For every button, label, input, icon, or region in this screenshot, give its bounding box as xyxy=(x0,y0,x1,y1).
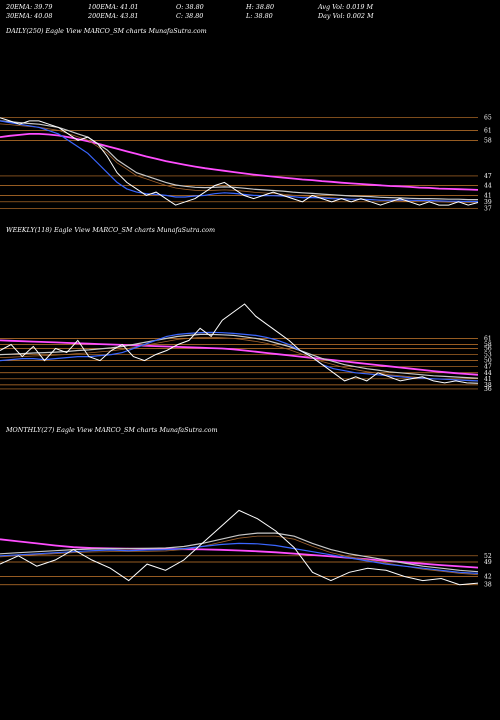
header-row2-item: L: 38.80 xyxy=(246,12,273,20)
y-tick-label: 44 xyxy=(484,183,492,190)
y-tick-label: 38 xyxy=(484,582,492,589)
panel-label-weekly: WEEKLY(118) Eagle View MARCO_SM charts M… xyxy=(6,226,216,234)
y-tick-label: 58 xyxy=(484,341,492,348)
series-line-price xyxy=(0,509,479,586)
y-tick-label: 61 xyxy=(484,335,492,342)
series-line-ema-brown xyxy=(0,535,479,576)
series-line-ema-brown xyxy=(0,123,478,203)
y-tick-label: 37 xyxy=(484,205,492,212)
y-tick-label: 61 xyxy=(484,128,492,135)
header-row1-item: 20EMA: 39.79 xyxy=(6,3,53,11)
y-tick-label: 53 xyxy=(484,352,492,359)
y-tick-label: 44 xyxy=(484,370,492,377)
y-tick-label: 50 xyxy=(484,358,492,365)
header-row2-item: Day Vol: 0.002 M xyxy=(318,12,374,20)
y-tick-label: 36 xyxy=(484,386,492,393)
y-tick-label: 38 xyxy=(484,382,492,389)
panel-label-daily: DAILY(250) Eagle View MARCO_SM charts Mu… xyxy=(6,27,207,35)
y-tick-label: 42 xyxy=(484,573,492,580)
header-row1-item: H: 38.80 xyxy=(246,3,275,11)
header-row1-item: O: 38.80 xyxy=(176,3,204,11)
y-tick-label: 41 xyxy=(484,192,492,199)
y-tick-label: 65 xyxy=(484,115,492,122)
header-row2-item: 30EMA: 40.08 xyxy=(6,12,53,20)
series-line-ema-fast xyxy=(0,120,478,203)
panel-label-monthly: MONTHLY(27) Eagle View MARCO_SM charts M… xyxy=(6,426,218,434)
y-tick-label: 41 xyxy=(484,376,492,383)
y-tick-label: 39 xyxy=(484,199,492,206)
y-tick-label: 47 xyxy=(484,173,492,180)
header-row1-item: 100EMA: 41.01 xyxy=(88,3,139,11)
series-line-price xyxy=(0,303,479,384)
series-line-ema-mid xyxy=(0,532,479,573)
y-tick-label: 52 xyxy=(484,553,492,560)
header-row1-item: Avg Vol: 0.019 M xyxy=(318,3,374,11)
y-tick-label: 47 xyxy=(484,364,492,371)
series-line-price xyxy=(0,117,479,206)
series-line-ema-mid xyxy=(0,120,478,201)
series-line-ema-mid xyxy=(0,333,479,379)
y-tick-label: 58 xyxy=(484,137,492,144)
header-row2-item: 200EMA: 43.81 xyxy=(88,12,139,20)
series-line-ema-fast xyxy=(0,542,479,574)
series-line-ema-brown xyxy=(0,337,479,382)
y-tick-label: 56 xyxy=(484,346,492,353)
header-row2-item: C: 38.80 xyxy=(176,12,204,20)
y-tick-label: 49 xyxy=(484,559,492,566)
series-line-ema-fast xyxy=(0,331,479,382)
